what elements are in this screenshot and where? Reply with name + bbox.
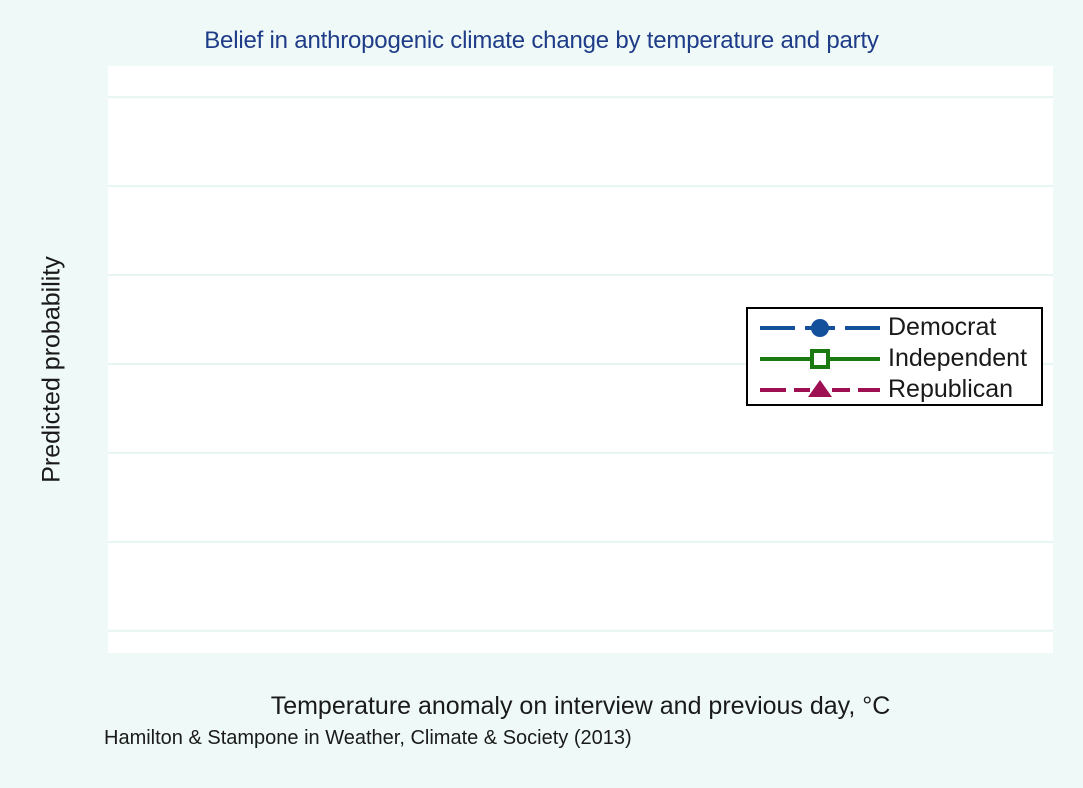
chart-title: Belief in anthropogenic climate change b… [204, 27, 879, 54]
legend-label-independent: Independent [888, 344, 1028, 372]
legend-key-republican [760, 380, 880, 397]
legend: Democrat Independent Republican [746, 307, 1043, 406]
legend-key-democrat [760, 319, 880, 337]
legend-label-republican: Republican [888, 375, 1014, 403]
legend-item-democrat[interactable]: Democrat [748, 312, 1041, 343]
x-axis-label: Temperature anomaly on interview and pre… [270, 692, 891, 720]
legend-label-democrat: Democrat [888, 313, 997, 341]
y-axis-label: Predicted probability [37, 256, 66, 483]
legend-key-independent [760, 349, 880, 369]
source-caption: Hamilton & Stampone in Weather, Climate … [104, 727, 632, 749]
legend-item-republican[interactable]: Republican [748, 374, 1041, 405]
legend-item-independent[interactable]: Independent [748, 343, 1041, 374]
